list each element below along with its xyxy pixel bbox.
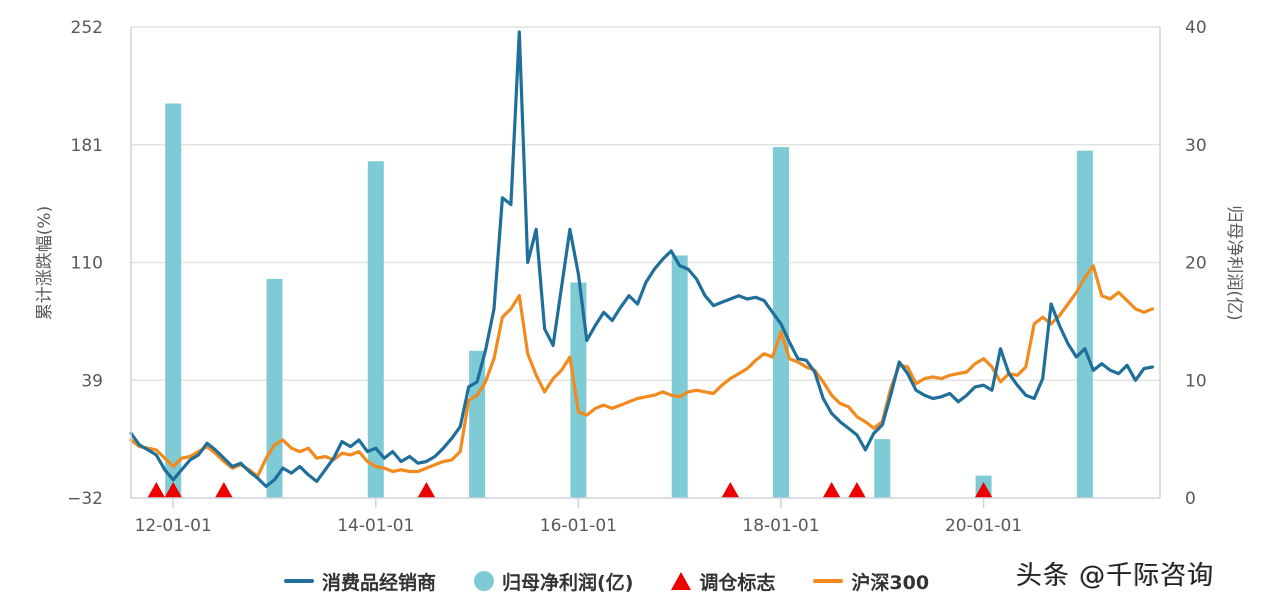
y2-tick-label: 30: [1185, 136, 1207, 156]
chart-canvas: 252 40 181 30 110 20 39 10 −32 0 12-01-01 14-01-01 1…: [35, 18, 1244, 536]
legend-item-csi300[interactable]: 沪深300: [813, 568, 929, 595]
line-swatch-icon: [813, 579, 844, 583]
rebalance-triangle-icon: [847, 482, 866, 498]
net-profit-bar: [165, 103, 182, 498]
rebalance-triangle-icon: [417, 482, 436, 498]
y-tick-label: −32: [67, 489, 103, 509]
x-tick-label: 14-01-01: [337, 516, 414, 536]
rebalance-triangle-icon: [974, 482, 993, 498]
net-profit-bar: [469, 350, 486, 498]
x-tick-label: 16-01-01: [540, 516, 617, 536]
y-tick-label: 110: [71, 254, 103, 274]
legend-label: 归母净利润(亿): [502, 571, 634, 594]
rebalance-triangle-icon: [822, 482, 841, 498]
legend-item-rebalance[interactable]: 调仓标志: [671, 568, 775, 595]
net-profit-bar: [874, 439, 891, 498]
y2-tick-label: 0: [1185, 489, 1196, 509]
legend: 消费品经销商 归母净利润(亿) 调仓标志 沪深300: [284, 566, 967, 596]
rebalance-triangle-icon: [147, 482, 166, 498]
legend-label: 调仓标志: [699, 571, 776, 594]
net-profit-bar: [367, 161, 384, 499]
legend-item-distributor[interactable]: 消费品经销商: [284, 568, 436, 595]
rebalance-triangle-icon: [214, 482, 233, 498]
circle-swatch-icon: [474, 571, 495, 591]
y-tick-label: 39: [81, 371, 103, 391]
y-tick-label: 252: [71, 18, 103, 38]
net-profit-bar: [671, 255, 688, 498]
y2-axis-title: 归母净利润(亿): [1224, 205, 1244, 320]
rebalance-triangle-icon: [721, 482, 740, 498]
net-profit-bar: [570, 282, 587, 498]
csi300-line: [129, 264, 1155, 478]
net-profit-bars: [165, 103, 1093, 499]
y2-tick-label: 20: [1185, 254, 1207, 274]
distributor-line: [129, 30, 1155, 488]
watermark: 头条 @千际咨询: [1016, 561, 1215, 591]
rebalance-markers: [147, 482, 993, 498]
gridlines: [131, 26, 1160, 381]
price-lines: [129, 30, 1155, 488]
legend-label: 消费品经销商: [322, 571, 437, 594]
legend-item-net-profit[interactable]: 归母净利润(亿): [474, 568, 633, 595]
x-tick-label: 12-01-01: [135, 516, 212, 536]
x-tick-label: 20-01-01: [945, 516, 1022, 536]
net-profit-bar: [1076, 150, 1093, 498]
line-swatch-icon: [284, 579, 314, 583]
y-tick-label: 181: [71, 136, 103, 156]
net-profit-bar: [266, 278, 283, 498]
x-tick-label: 18-01-01: [742, 516, 819, 536]
axes: 252 40 181 30 110 20 39 10 −32 0 12-01-01 14-01-01 1…: [67, 18, 1207, 536]
y2-tick-label: 40: [1185, 18, 1207, 38]
legend-label: 沪深300: [851, 571, 930, 594]
y2-tick-label: 10: [1185, 371, 1207, 391]
triangle-swatch-icon: [671, 572, 692, 590]
y-axis-title: 累计涨跌幅(%): [35, 206, 55, 320]
rebalance-triangle-icon: [164, 482, 183, 498]
